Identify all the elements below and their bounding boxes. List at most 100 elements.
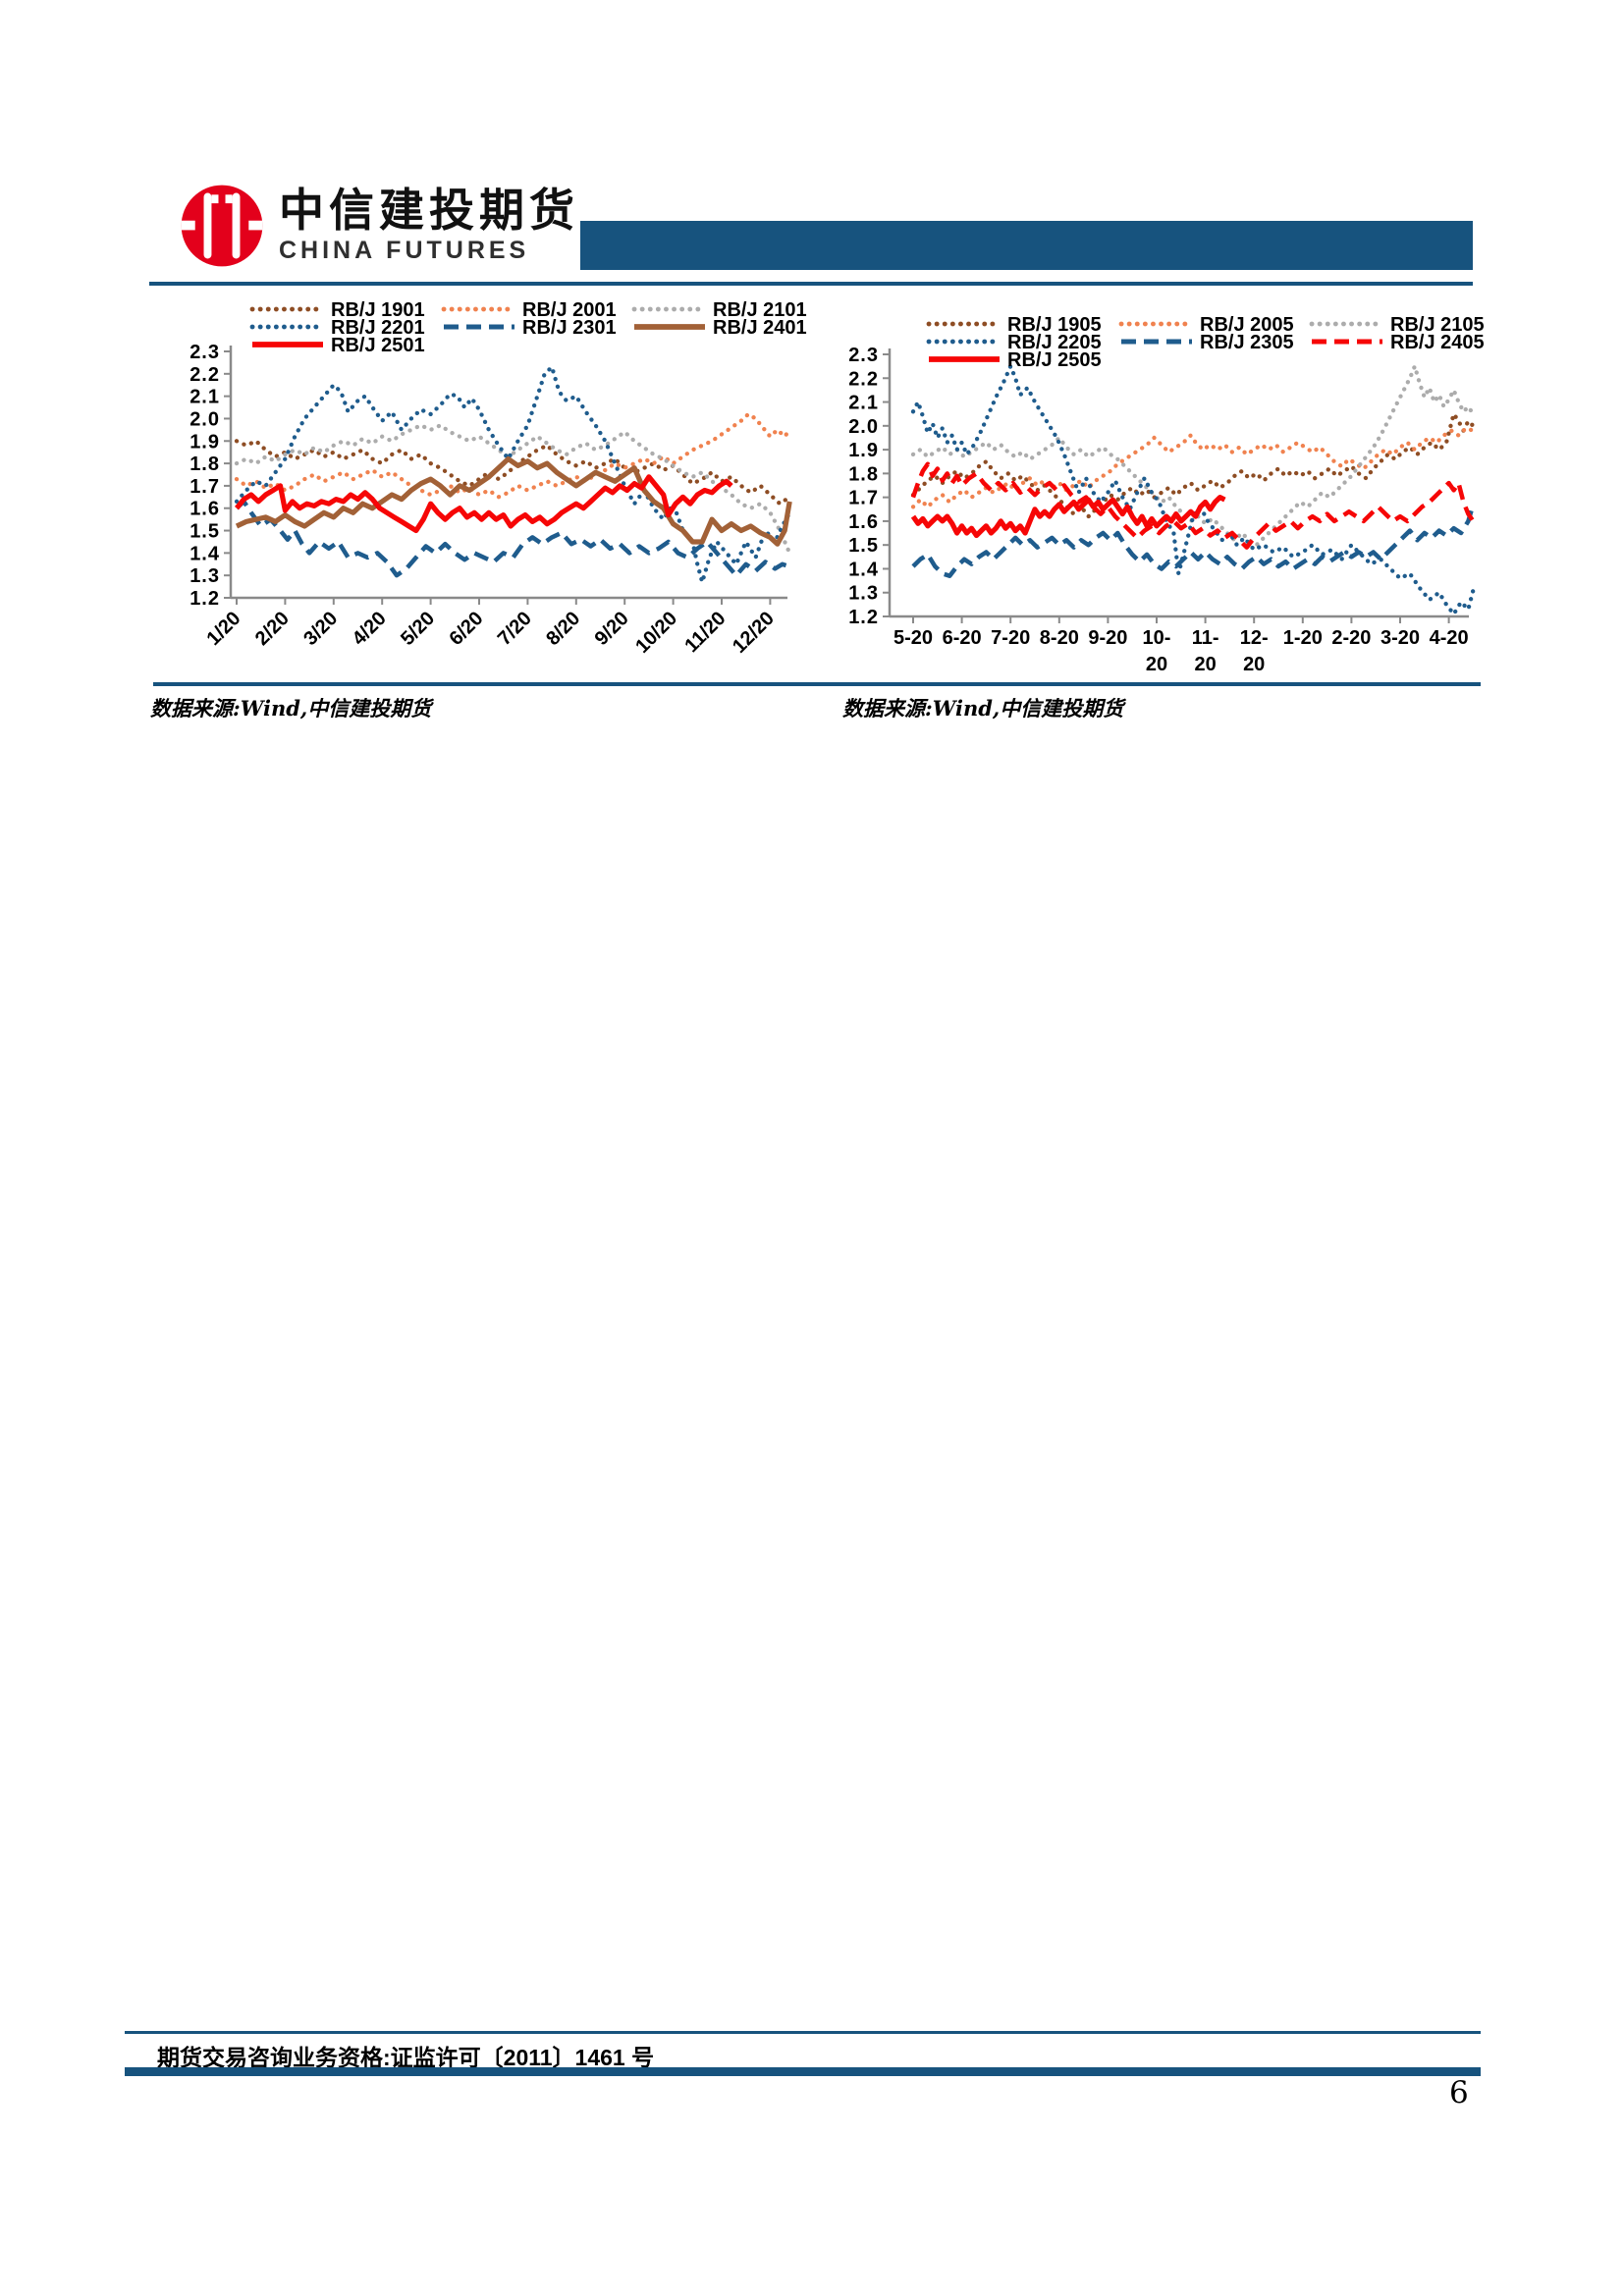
legend-item-rb-j-1905: RB/J 1905: [926, 314, 1102, 336]
series-rb-j-1901: [234, 439, 792, 507]
y-tick-label: 2.0: [848, 416, 879, 438]
legend-item-rb-j-2305: RB/J 2305: [1121, 332, 1294, 353]
legend-label: RB/J 2005: [1200, 314, 1294, 336]
x-tick-label: 6/20: [445, 608, 487, 650]
legend-label: RB/J 2105: [1390, 314, 1485, 336]
x-tick-label: 20: [1243, 654, 1265, 675]
brand-name-cn: 中信建投期货: [279, 185, 579, 236]
y-tick-label: 1.4: [189, 543, 220, 564]
x-tick-label: 8-20: [1040, 627, 1079, 649]
x-tick-label: 3/20: [299, 608, 342, 650]
legend-item-rb-j-2201: RB/J 2201: [249, 317, 425, 339]
x-tick-label: 11-: [1192, 627, 1219, 649]
footer-rule-thin: [125, 2031, 1481, 2034]
y-tick-label: 1.8: [848, 463, 879, 485]
y-tick-label: 2.2: [189, 364, 220, 386]
legend-label: RB/J 2101: [713, 299, 807, 321]
ratio-chart-jan-contracts: 2.32.22.12.01.91.81.71.61.51.41.31.21/20…: [189, 299, 807, 658]
data-source-caption-left: 数据来源:Wind,中信建投期货: [150, 696, 432, 721]
series-rb-j-2201: [234, 364, 792, 585]
legend-label: RB/J 1905: [1007, 314, 1102, 336]
header-banner: [580, 221, 1473, 270]
series-rb-j-2001: [234, 411, 792, 500]
citic-futures-logo-icon: [181, 185, 263, 267]
brand-block: 中信建投期货 CHINA FUTURES: [279, 185, 579, 265]
x-tick-label: 4/20: [349, 608, 391, 650]
x-tick-label: 12/20: [729, 608, 779, 658]
series-rb-j-2501: [234, 474, 733, 534]
x-tick-label: 7/20: [494, 608, 536, 650]
series-rb-j-2401: [235, 455, 792, 547]
legend-label: RB/J 2505: [1007, 349, 1102, 371]
legend-item-rb-j-2501: RB/J 2501: [252, 335, 425, 356]
y-tick-label: 2.3: [189, 342, 220, 363]
x-tick-label: 10/20: [631, 608, 681, 658]
x-tick-label: 11/20: [680, 608, 730, 657]
legend-label: RB/J 2405: [1390, 332, 1485, 353]
x-tick-label: 10-: [1143, 627, 1171, 649]
x-tick-label: 3-20: [1380, 627, 1420, 649]
y-tick-label: 1.8: [189, 454, 220, 475]
x-tick-label: 2/20: [251, 608, 294, 650]
y-tick-label: 1.5: [189, 521, 220, 543]
y-tick-label: 1.9: [189, 431, 220, 453]
legend-label: RB/J 2305: [1200, 332, 1294, 353]
legend-item-rb-j-1901: RB/J 1901: [249, 299, 425, 321]
x-tick-label: 7-20: [991, 627, 1030, 649]
x-tick-label: 1-20: [1283, 627, 1323, 649]
legend-item-rb-j-2001: RB/J 2001: [441, 299, 617, 321]
legend-label: RB/J 2201: [331, 317, 425, 339]
series-rb-j-1905: [910, 411, 1476, 519]
series-rb-j-2301: [235, 499, 790, 578]
y-tick-label: 1.6: [189, 499, 220, 520]
legend-item-rb-j-2401: RB/J 2401: [634, 317, 807, 339]
series-rb-j-2405: [910, 461, 1476, 550]
y-tick-label: 2.2: [848, 368, 879, 390]
legend-item-rb-j-2505: RB/J 2505: [929, 349, 1102, 371]
series-rb-j-2005: [910, 426, 1476, 509]
series-rb-j-2305: [911, 504, 1476, 578]
x-tick-label: 5/20: [397, 608, 439, 650]
y-tick-label: 1.4: [848, 559, 879, 580]
legend-label: RB/J 2301: [522, 317, 617, 339]
x-tick-label: 8/20: [542, 608, 584, 650]
legend-item-rb-j-2105: RB/J 2105: [1309, 314, 1485, 336]
x-tick-label: 20: [1146, 654, 1167, 675]
x-tick-label: 1/20: [202, 608, 244, 650]
y-tick-label: 2.3: [848, 345, 879, 366]
x-tick-label: 12-: [1240, 627, 1269, 649]
legend-label: RB/J 2401: [713, 317, 807, 339]
y-tick-label: 2.1: [189, 387, 220, 408]
y-tick-label: 2.1: [848, 393, 879, 414]
header-rule: [149, 282, 1473, 286]
y-tick-label: 1.6: [848, 511, 879, 533]
y-tick-label: 1.3: [189, 565, 220, 587]
legend-item-rb-j-2101: RB/J 2101: [631, 299, 807, 321]
x-tick-label: 9-20: [1088, 627, 1127, 649]
y-tick-label: 1.7: [848, 488, 879, 509]
x-tick-label: 9/20: [591, 608, 633, 650]
footer-license-text: 期货交易咨询业务资格:证监许可〔2011〕1461 号: [157, 2045, 655, 2070]
x-tick-label: 5-20: [893, 627, 933, 649]
y-tick-label: 2.0: [189, 408, 220, 430]
footer-rule-thick: [125, 2067, 1481, 2076]
legend-label: RB/J 1901: [331, 299, 425, 321]
y-tick-label: 1.3: [848, 583, 879, 605]
y-tick-label: 1.2: [189, 588, 220, 610]
y-tick-label: 1.2: [848, 607, 879, 628]
x-tick-label: 4-20: [1430, 627, 1469, 649]
legend-item-rb-j-2205: RB/J 2205: [926, 332, 1102, 353]
series-rb-j-2101: [234, 423, 792, 556]
caption-divider: [153, 682, 1481, 686]
series-rb-j-2205: [910, 363, 1476, 616]
brand-name-en: CHINA FUTURES: [279, 236, 530, 264]
x-tick-label: 2-20: [1331, 627, 1371, 649]
ratio-chart-may-contracts: 2.32.2 2.12.01.91.8 1.71.61.51.4 1.31.2 5-20…: [848, 314, 1485, 675]
y-tick-label: 1.7: [189, 476, 220, 498]
legend-item-rb-j-2301: RB/J 2301: [444, 317, 617, 339]
legend-item-rb-j-2005: RB/J 2005: [1118, 314, 1294, 336]
page-number: 6: [1449, 2075, 1469, 2110]
legend-label: RB/J 2501: [331, 335, 425, 356]
legend-label: RB/J 2205: [1007, 332, 1102, 353]
